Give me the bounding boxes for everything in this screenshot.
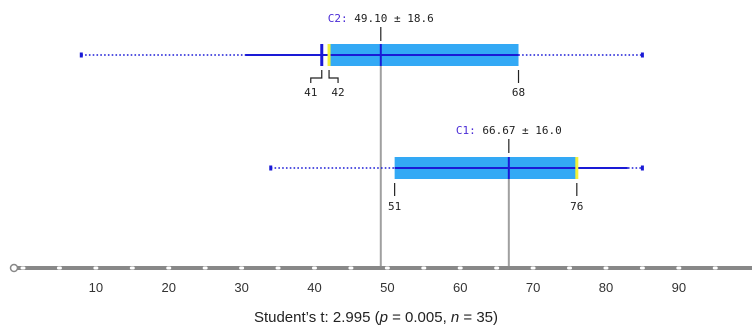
axis-tick-mark	[603, 266, 609, 270]
c1-stat-label: C1: 66.67 ± 16.0	[456, 124, 562, 137]
x-tick-label: 70	[526, 280, 540, 295]
x-tick-label: 10	[89, 280, 103, 295]
x-tick-label: 20	[162, 280, 176, 295]
axis-tick-mark	[166, 266, 172, 270]
c2-value-label: 41	[304, 86, 317, 99]
axis-tick-mark	[311, 266, 317, 270]
axis-tick-mark	[421, 266, 427, 270]
x-tick-label: 30	[234, 280, 248, 295]
c2-median-mark	[327, 44, 331, 66]
c2-value-label: 42	[331, 86, 344, 99]
c2-stat-value: 49.10 ± 18.6	[348, 12, 434, 25]
axis-tick-mark	[202, 266, 208, 270]
p-value: = 0.005,	[388, 309, 451, 326]
x-tick-label: 40	[307, 280, 321, 295]
c1-stat-value: 66.67 ± 16.0	[476, 124, 562, 137]
axis-tick-mark	[348, 266, 354, 270]
x-tick-label: 90	[672, 280, 686, 295]
c2-label-leader	[310, 70, 323, 83]
axis-tick-mark	[712, 266, 718, 270]
n-value: = 35)	[459, 309, 498, 326]
statistic-label: Student’s t: 2.995 (p = 0.005, n = 35)	[254, 309, 498, 326]
c2-range-high-end	[640, 52, 644, 58]
axis-tick-mark	[457, 266, 463, 270]
axis-tick-mark	[384, 266, 390, 270]
mean-lines-layer	[379, 47, 510, 266]
axis-tick-mark	[275, 266, 281, 270]
axis-end-circle	[9, 263, 19, 273]
c1-range-high-end	[640, 165, 644, 171]
c2-range-low-end	[79, 52, 83, 58]
c2-stat-label: C2: 49.10 ± 18.6	[328, 12, 434, 25]
c2-series-name: C2:	[328, 12, 348, 25]
c1-range-low-end	[269, 165, 273, 171]
axis-tick-mark	[567, 266, 573, 270]
axis-tick-mark	[530, 266, 536, 270]
n-symbol: n	[451, 309, 459, 326]
axis-tick-mark	[239, 266, 245, 270]
axis-tick-mark	[56, 266, 62, 270]
axis-tick-mark	[93, 266, 99, 270]
axis-tick-mark	[129, 266, 135, 270]
x-tick-label: 60	[453, 280, 467, 295]
c1-value-label: 76	[570, 200, 583, 213]
p-symbol: p	[379, 309, 388, 326]
x-tick-label: 50	[380, 280, 394, 295]
axis-tick-mark	[639, 266, 645, 270]
statistic-prefix: Student’s t: 2.995 (	[254, 309, 380, 326]
c2-value-label: 68	[512, 86, 525, 99]
c1-value-label: 51	[388, 200, 401, 213]
axis-tick-mark	[676, 266, 682, 270]
boxes-layer: C2: 49.10 ± 18.6 41 42 68 C1: 66.67 ± 16.0 51…	[79, 12, 644, 213]
x-axis: 10 20 30 40 50 60 70 80 90	[9, 263, 752, 295]
c2-extra-mark	[320, 44, 324, 66]
axis-tick-mark	[20, 266, 26, 270]
axis-tick-mark	[494, 266, 500, 270]
c2-label-leader	[328, 70, 339, 83]
c1-median-mark	[575, 157, 579, 179]
x-tick-label: 80	[599, 280, 613, 295]
c1-series-name: C1:	[456, 124, 476, 137]
